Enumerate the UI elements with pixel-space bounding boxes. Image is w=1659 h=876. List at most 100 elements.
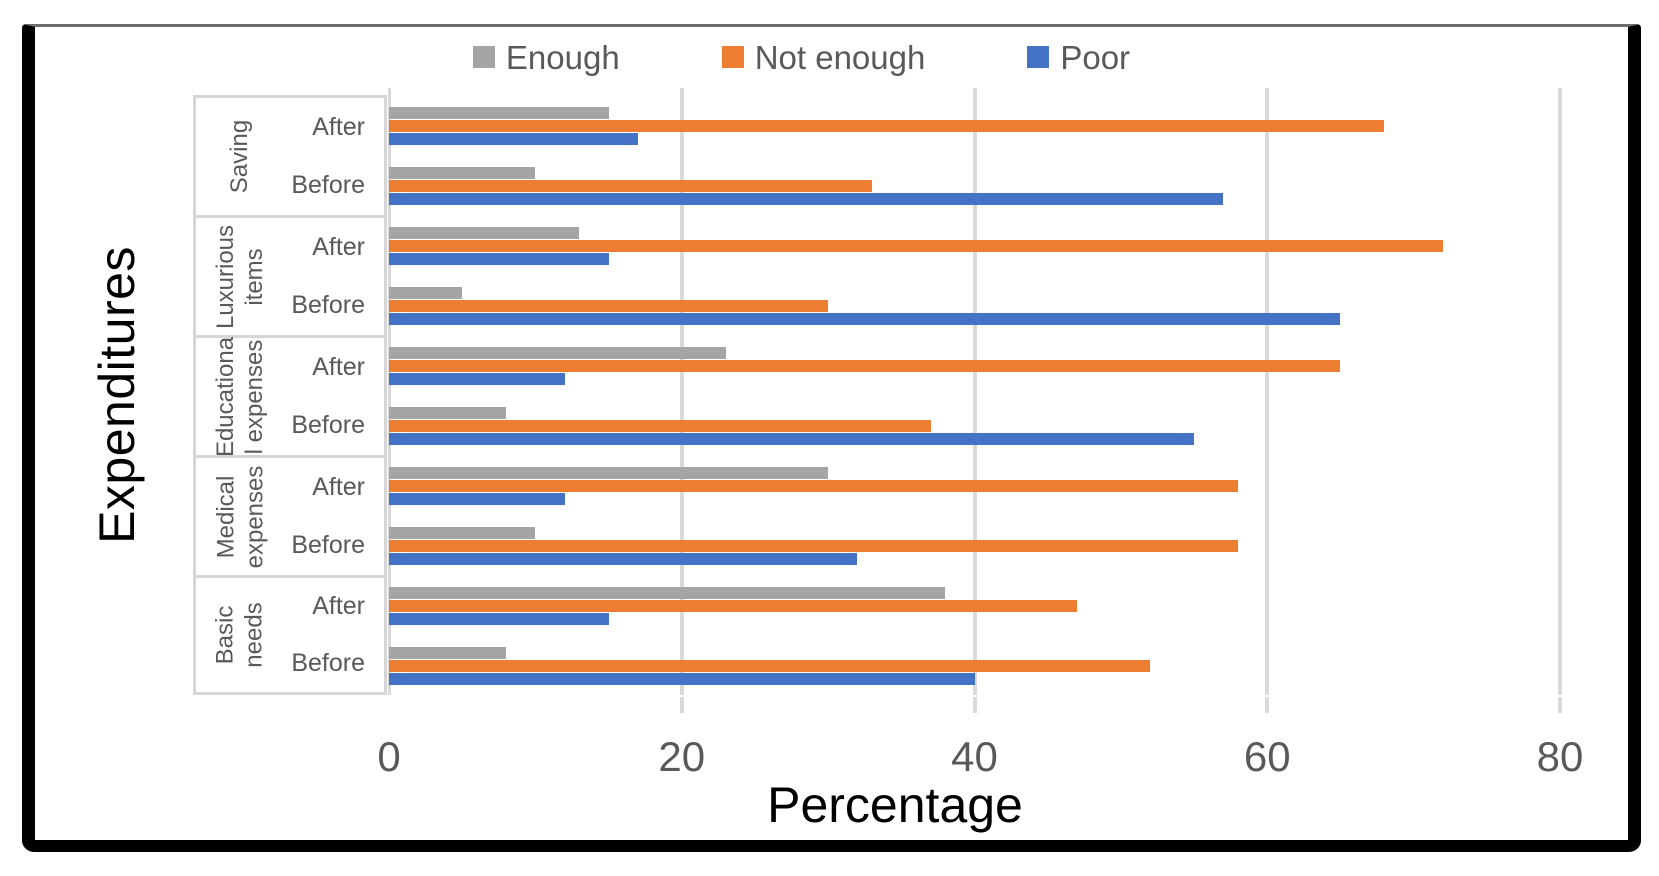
category-axis: Saving After Before Luxurious items After Befo…	[193, 95, 387, 695]
category-group-label: Basic needs	[211, 602, 268, 668]
bar-row-educational-expenses-before	[389, 395, 1560, 455]
bar-not-enough	[389, 360, 1341, 372]
category-sub-label-before: Before	[291, 291, 365, 320]
category-sub-label-before: Before	[291, 171, 365, 200]
bar-poor	[389, 133, 638, 145]
enough-legend-swatch-icon	[472, 46, 495, 68]
category-group-medical-expenses: Medical expenses After Before	[193, 455, 387, 575]
x-axis-title: Percentage	[767, 777, 1023, 833]
category-sub-labels: After Before	[284, 338, 384, 455]
bar-poor	[389, 373, 565, 385]
category-group-saving: Saving After Before	[193, 95, 387, 215]
legend-item-poor: Poor	[1027, 41, 1130, 74]
bar-row-luxurious-items-before	[389, 275, 1560, 335]
category-sub-label-before: Before	[291, 411, 365, 440]
category-group-label: Medical expenses	[212, 465, 268, 568]
category-group-label-area: Basic needs	[196, 578, 284, 692]
bar-enough	[389, 167, 536, 179]
category-group-label-area: Luxurious items	[196, 218, 284, 335]
category-group-label-area: Medical expenses	[196, 458, 284, 575]
bar-not-enough	[389, 480, 1238, 492]
gridline-80	[1558, 88, 1562, 695]
value-axis-line	[388, 88, 391, 695]
bar-row-basic-needs-before	[389, 635, 1560, 695]
gridline-20	[679, 88, 684, 695]
bar-row-saving-after	[389, 95, 1560, 155]
category-group-label-area: Saving	[196, 98, 284, 215]
category-sub-labels: After Before	[284, 458, 384, 575]
category-group-basic-needs: Basic needs After Before	[193, 575, 387, 695]
x-axis-tick-labels: 0 20 40 60 80	[377, 733, 1583, 782]
y-axis-title-area: Expenditures	[72, 95, 162, 695]
y-axis-title: Expenditures	[89, 246, 146, 544]
legend-item-not-enough: Not enough	[721, 38, 926, 76]
plot-area	[388, 88, 1562, 713]
bar-enough	[389, 107, 609, 119]
bar-enough	[389, 347, 726, 359]
bar-row-educational-expenses-after	[389, 335, 1560, 395]
category-group-luxurious-items: Luxurious items After Before	[193, 215, 387, 335]
bar-not-enough	[389, 600, 1077, 612]
category-sub-label-after: After	[312, 352, 365, 381]
tickmark-40	[972, 697, 977, 713]
x-tick-label-40: 40	[951, 733, 998, 780]
poor-legend-swatch-icon	[1027, 46, 1050, 68]
category-sub-label-after: After	[312, 232, 365, 261]
bar-row-medical-expenses-after	[389, 455, 1560, 515]
legend-label: Not enough	[754, 38, 926, 76]
bar-not-enough	[389, 120, 1385, 132]
legend-item-enough: Enough	[472, 38, 620, 76]
bar-row-luxurious-items-after	[389, 215, 1560, 275]
x-tick-label-20: 20	[658, 733, 706, 780]
category-sub-labels: After Before	[284, 578, 384, 692]
category-group-label: Educationa l expenses	[212, 336, 268, 457]
category-sub-label-after: After	[312, 472, 365, 501]
category-group-label-area: Educationa l expenses	[196, 336, 284, 457]
category-sub-label-after: After	[312, 592, 365, 620]
bar-poor	[389, 193, 1224, 205]
gridline-40	[972, 88, 977, 695]
legend-label: Enough	[505, 38, 620, 76]
category-sub-labels: After Before	[284, 98, 384, 215]
bar-enough	[389, 227, 580, 239]
x-tick-label-60: 60	[1243, 733, 1291, 780]
bar-enough	[389, 287, 463, 299]
category-sub-label-after: After	[312, 112, 365, 141]
bar-not-enough	[389, 300, 829, 312]
bar-poor	[389, 253, 609, 265]
bar-poor	[389, 313, 1341, 325]
bar-row-saving-before	[389, 155, 1560, 215]
legend-label: Poor	[1060, 38, 1131, 76]
bar-not-enough	[389, 420, 931, 432]
bar-enough	[389, 587, 946, 599]
bar-row-basic-needs-after	[389, 575, 1560, 635]
bar-enough	[389, 647, 507, 659]
bar-poor	[389, 613, 609, 625]
not-enough-legend-swatch-icon	[721, 46, 744, 68]
category-sub-labels: After Before	[284, 218, 384, 335]
bar-enough	[389, 467, 829, 479]
bar-not-enough	[389, 240, 1443, 252]
tickmark-60	[1265, 697, 1270, 713]
bar-not-enough	[389, 180, 873, 192]
category-sub-label-before: Before	[291, 531, 365, 560]
bar-poor	[389, 433, 1195, 445]
category-group-label: Saving	[226, 119, 254, 194]
bar-poor	[389, 553, 858, 565]
bar-enough	[389, 527, 536, 539]
bar-not-enough	[389, 540, 1238, 552]
tickmark-80	[1558, 697, 1562, 713]
category-group-educational-expenses: Educationa l expenses After Before	[193, 335, 387, 457]
category-sub-label-before: Before	[291, 649, 365, 677]
bar-poor	[389, 673, 975, 685]
gridline-60	[1265, 88, 1270, 695]
bar-row-medical-expenses-before	[389, 515, 1560, 575]
tickmark-20	[679, 697, 684, 713]
chart-legend: Enough Not enough Poor	[0, 36, 1631, 78]
category-group-label: Luxurious items	[212, 224, 268, 329]
bar-not-enough	[389, 660, 1151, 672]
x-tick-label-0: 0	[377, 733, 401, 780]
bar-poor	[389, 493, 565, 505]
x-tick-label-80: 80	[1536, 733, 1584, 780]
